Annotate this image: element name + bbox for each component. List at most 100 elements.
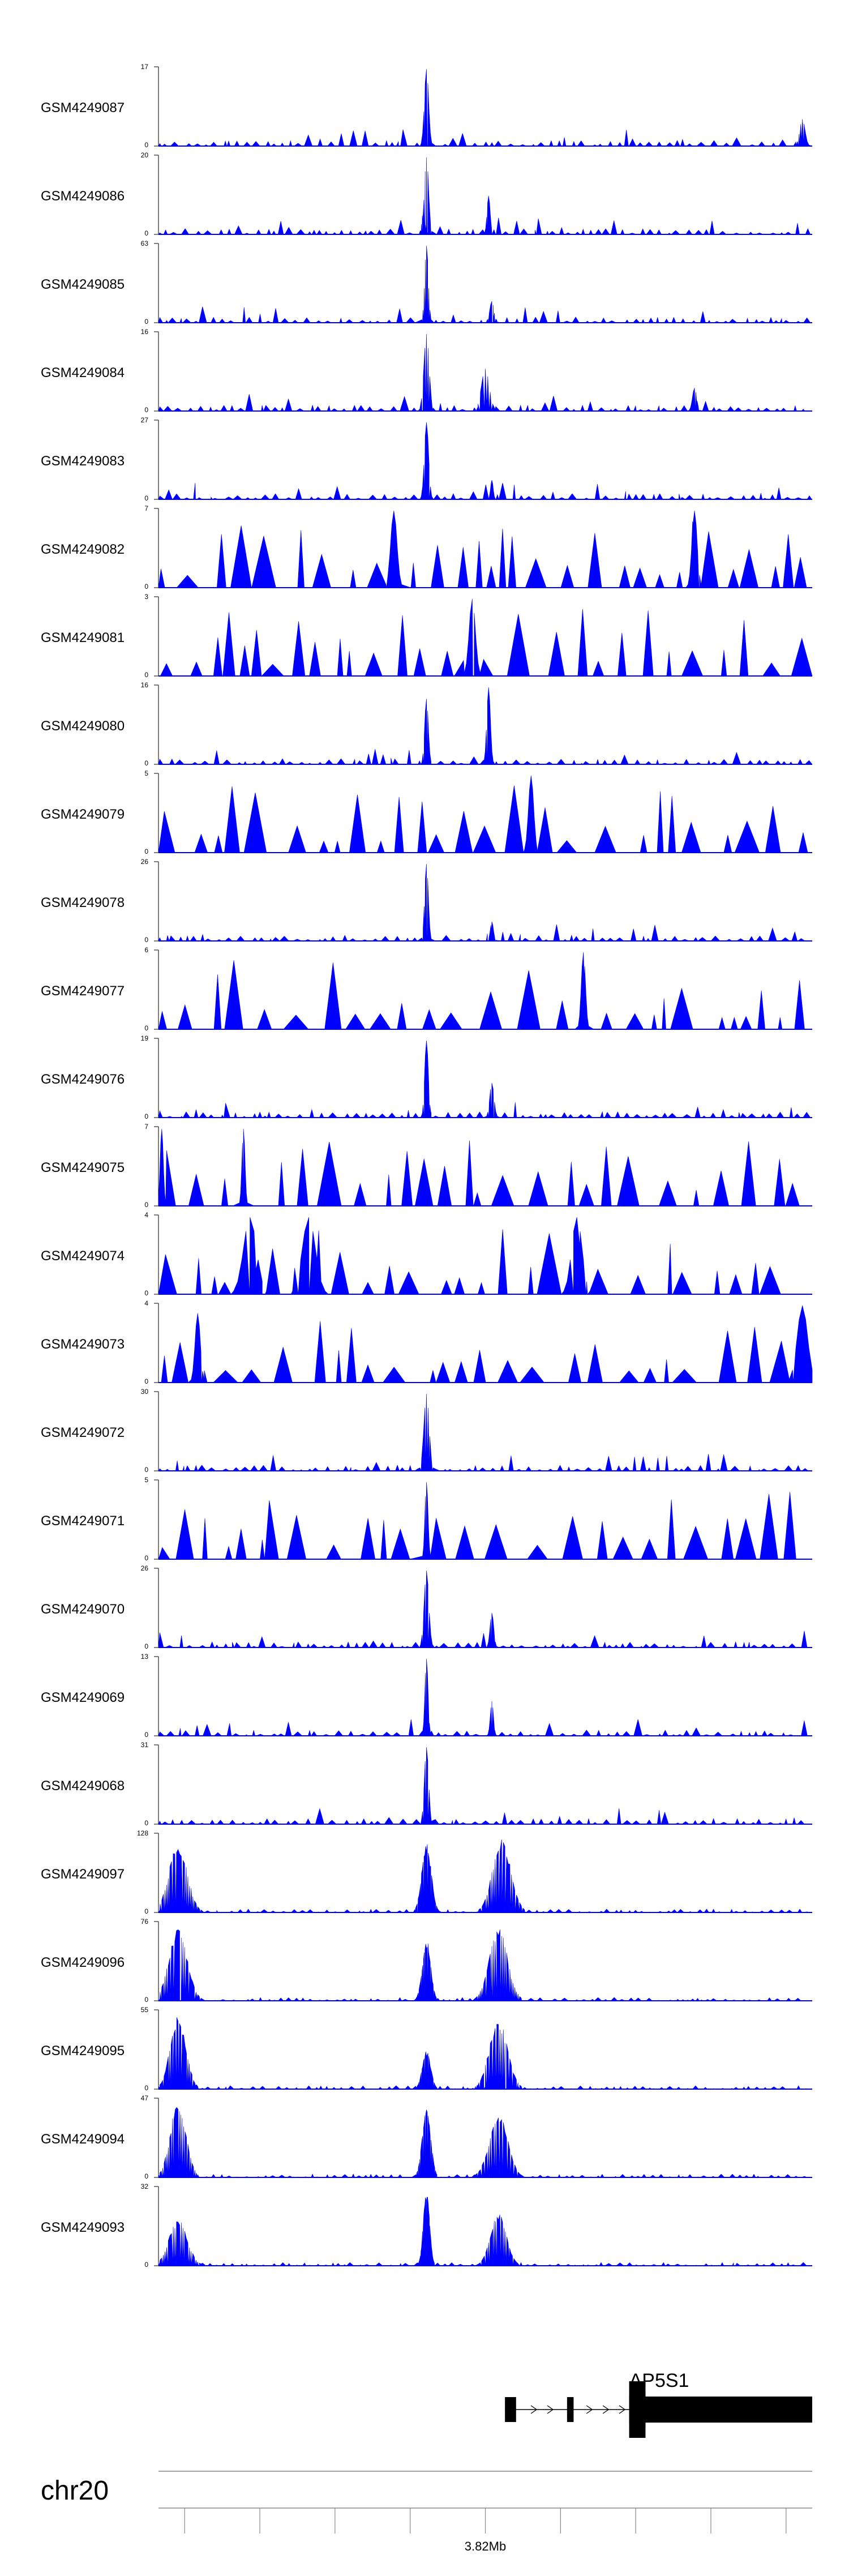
track-ymax-label: 30: [141, 1388, 149, 1396]
track-label: GSM4249076: [41, 1072, 125, 1087]
track-ymin-label: 0: [144, 318, 148, 326]
track-ymin-label: 0: [144, 1112, 148, 1120]
gene-strand-chevron: [530, 2405, 538, 2414]
track-label: GSM4249080: [41, 718, 125, 734]
track-ymax-label: 31: [141, 1741, 149, 1749]
track-label: GSM4249086: [41, 189, 125, 204]
track-label: GSM4249072: [41, 1425, 125, 1440]
track-ymin-label: 0: [144, 406, 148, 414]
track-signal-area: [158, 1929, 812, 2002]
axis-tick-label: 3.82Mb: [465, 2539, 506, 2553]
track-ymin-label: 0: [144, 1642, 148, 1650]
track-label: GSM4249071: [41, 1513, 125, 1529]
gene-exon: [505, 2397, 516, 2422]
track: GSM4249079 5 0: [41, 769, 812, 855]
gene-strand-chevron: [547, 2405, 554, 2414]
track-ymax-label: 26: [141, 858, 149, 866]
track-label: GSM4249094: [41, 2132, 125, 2147]
track-label: GSM4249078: [41, 895, 125, 910]
track-signal-area: [158, 1128, 812, 1206]
gene-strand-chevron: [586, 2405, 593, 2414]
track: GSM4249085 63 0: [41, 239, 812, 326]
track-ymax-label: 4: [144, 1211, 148, 1219]
track-ymin-label: 0: [144, 759, 148, 767]
track-signal-area: [158, 2197, 812, 2266]
track-label: GSM4249079: [41, 807, 125, 822]
track-signal-area: [158, 422, 812, 500]
track-ymax-label: 5: [144, 769, 148, 777]
track-label: GSM4249083: [41, 453, 125, 469]
track-label: GSM4249070: [41, 1602, 125, 1617]
track-ymax-label: 7: [144, 504, 148, 512]
track-label: GSM4249075: [41, 1160, 125, 1175]
track-ymax-label: 16: [141, 328, 149, 336]
chromosome-label: chr20: [41, 2476, 109, 2506]
track: GSM4249071 5 0: [41, 1476, 812, 1562]
track-ymin-label: 0: [144, 141, 148, 149]
track: GSM4249078 26 0: [41, 858, 812, 944]
track-ymin-label: 0: [144, 671, 148, 679]
track: GSM4249094 47 0: [41, 2094, 812, 2180]
track-signal-area: [158, 1839, 812, 1914]
track-label: GSM4249085: [41, 277, 125, 292]
track-label: GSM4249081: [41, 630, 125, 645]
track-ymin-label: 0: [144, 1201, 148, 1209]
track-ymax-label: 32: [141, 2183, 149, 2190]
gene-exon: [645, 2397, 812, 2423]
track-ymax-label: 26: [141, 1564, 149, 1572]
track-signal-area: [158, 1747, 812, 1825]
track: GSM4249073 4 0: [41, 1299, 813, 1385]
track-label: GSM4249077: [41, 983, 125, 999]
track-label: GSM4249074: [41, 1248, 125, 1264]
track-signal-area: [158, 1393, 812, 1471]
track-ymax-label: 20: [141, 151, 149, 159]
track-ymin-label: 0: [144, 2084, 148, 2092]
track-ymax-label: 3: [144, 593, 148, 601]
track-label: GSM4249093: [41, 2220, 125, 2235]
track-ymax-label: 13: [141, 1653, 149, 1661]
track-signal-area: [158, 775, 812, 853]
track-signal-area: [158, 1305, 813, 1383]
track-ymax-label: 7: [144, 1123, 148, 1131]
track: GSM4249081 3 0: [41, 593, 813, 679]
gene-exon: [567, 2397, 574, 2422]
gene-track: AP5S1: [505, 2370, 812, 2438]
gene-strand-chevron: [602, 2405, 610, 2414]
track: GSM4249095 55 0: [41, 2006, 812, 2092]
track-signal-area: [158, 1482, 812, 1560]
track: GSM4249087 17 0: [41, 63, 813, 149]
track-ymin-label: 0: [144, 1289, 148, 1297]
track: GSM4249082 7 0: [41, 504, 812, 590]
track-ymin-label: 0: [144, 1907, 148, 1915]
track-label: GSM4249073: [41, 1337, 125, 1352]
track-ymin-label: 0: [144, 1996, 148, 2004]
track-ymin-label: 0: [144, 2172, 148, 2180]
track-ymax-label: 76: [141, 1918, 149, 1925]
track-signal-area: [158, 157, 812, 235]
track-signal-area: [158, 1217, 812, 1295]
track: GSM4249069 13 0: [41, 1653, 812, 1739]
track-ymin-label: 0: [144, 1819, 148, 1827]
track-ymin-label: 0: [144, 494, 148, 502]
track-signal-area: [158, 245, 812, 323]
track-label: GSM4249082: [41, 542, 125, 557]
track-signal-area: [158, 952, 812, 1030]
gene-exon-first-coding: [629, 2381, 646, 2438]
track-ymin-label: 0: [144, 1024, 148, 1032]
track-label: GSM4249069: [41, 1690, 125, 1705]
track: GSM4249084 16 0: [41, 328, 812, 414]
track: GSM4249096 76 0: [41, 1918, 812, 2004]
track-ymin-label: 0: [144, 583, 148, 590]
track: GSM4249093 32 0: [41, 2183, 812, 2269]
track-label: GSM4249084: [41, 365, 125, 380]
signal-tracks: GSM4249087170GSM4249086200GSM4249085630G…: [41, 63, 813, 2269]
track-ymax-label: 55: [141, 2006, 149, 2014]
track-signal-area: [158, 1570, 812, 1648]
track-ymin-label: 0: [144, 1466, 148, 1474]
track-ymax-label: 63: [141, 239, 149, 247]
track-ymin-label: 0: [144, 848, 148, 855]
track-ymax-label: 128: [137, 1829, 148, 1837]
track-signal-area: [158, 863, 812, 942]
track-ymax-label: 47: [141, 2094, 149, 2102]
